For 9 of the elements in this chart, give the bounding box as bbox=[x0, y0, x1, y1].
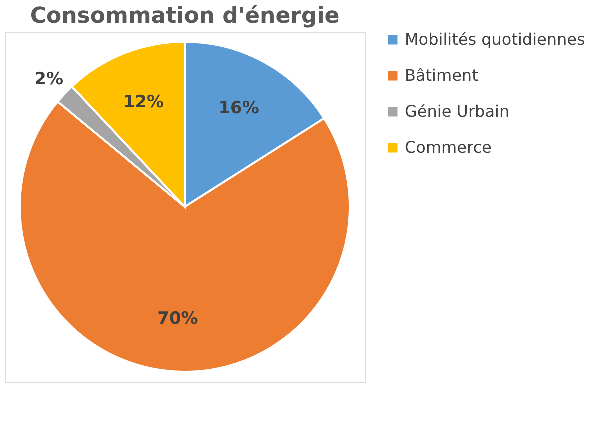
data-label: 12% bbox=[123, 92, 164, 113]
legend-label: Génie Urbain bbox=[405, 102, 510, 121]
data-label: 70% bbox=[158, 308, 198, 329]
legend-label: Bâtiment bbox=[405, 66, 478, 85]
data-label: 2% bbox=[34, 69, 64, 90]
legend-label: Commerce bbox=[405, 138, 492, 157]
data-label: 16% bbox=[218, 98, 260, 119]
legend-label: Mobilités quotidiennes bbox=[405, 30, 586, 49]
chart-title: Consommation d'énergie bbox=[30, 4, 340, 29]
